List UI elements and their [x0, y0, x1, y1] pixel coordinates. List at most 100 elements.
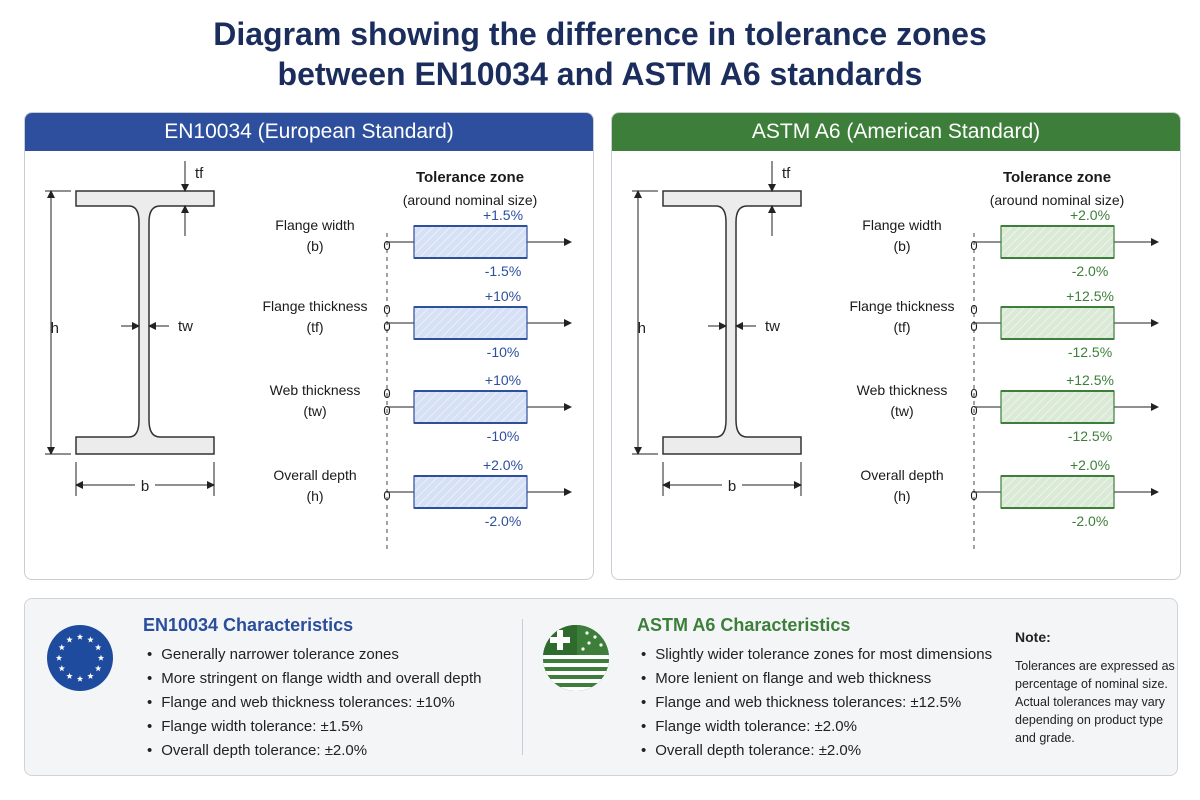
zero-reference-label: 0	[383, 403, 390, 418]
row-label-symbol: (h)	[893, 488, 910, 504]
us-flag-icon	[543, 625, 609, 691]
astm-a6-panel-header: ASTM A6 (American Standard)	[612, 113, 1180, 151]
tolerance-minus-label: -10%	[487, 428, 520, 444]
star-icon	[76, 633, 84, 640]
us-flag-graphic	[543, 625, 609, 691]
row-label-symbol: (tw)	[890, 403, 913, 419]
en10034-panel: EN10034 (European Standard) h b tf tw Tolera…	[24, 112, 594, 580]
page-title-line-1: Diagram showing the difference in tolera…	[213, 16, 987, 52]
star-icon	[76, 675, 84, 682]
tolerance-zone-box	[1000, 306, 1115, 340]
tolerance-minus-label: -12.5%	[1068, 344, 1112, 360]
tolerance-plus-label: +2.0%	[1070, 457, 1110, 473]
star-icon	[58, 665, 66, 672]
tolerance-zone-box	[1000, 390, 1115, 424]
row-label-symbol: (b)	[893, 238, 910, 254]
zero-reference-label: 0	[383, 302, 390, 317]
row-label-symbol: (tf)	[306, 319, 323, 335]
tolerance-plus-label: +1.5%	[483, 207, 523, 223]
tolerance-plus-label: +12.5%	[1066, 372, 1114, 388]
tolerance-zone-box	[413, 390, 528, 424]
tolerance-zone-box	[1000, 225, 1115, 259]
zero-reference-label: 0	[970, 319, 977, 334]
tolerance-minus-label: -2.0%	[1072, 513, 1109, 529]
en10034-diagram: h b tf tw Tolerance zone (around nominal size…	[45, 161, 572, 551]
tolerance-zone-subtitle: (around nominal size)	[990, 192, 1125, 208]
tolerance-minus-label: -1.5%	[485, 263, 522, 279]
tolerance-zone-box	[413, 225, 528, 259]
star-icon	[66, 672, 73, 679]
dimension-tw-label: tw	[178, 318, 193, 335]
tolerance-plus-label: +12.5%	[1066, 288, 1114, 304]
note-title: Note:	[1015, 629, 1051, 645]
star-icon	[94, 665, 102, 672]
row-label: Flange thickness	[262, 298, 367, 314]
row-label-symbol: (h)	[306, 488, 323, 504]
i-beam-profile	[75, 190, 215, 455]
i-beam-profile	[662, 190, 802, 455]
star-icon	[87, 672, 94, 679]
row-label: Web thickness	[270, 382, 361, 398]
zero-reference-label: 0	[970, 403, 977, 418]
dimension-tf-label: tf	[195, 165, 204, 182]
dimension-h-label: h	[51, 320, 59, 337]
astm-a6-characteristics-list: Slightly wider tolerance zones for most …	[637, 643, 992, 763]
astm-a6-characteristics-title: ASTM A6 Characteristics	[637, 615, 851, 635]
dimension-tf-label: tf	[782, 165, 791, 182]
note-text: Tolerances are expressed as percentage o…	[1015, 659, 1175, 745]
zero-reference-label: 0	[970, 386, 977, 401]
dimension-h-label: h	[638, 320, 646, 337]
star-icon	[58, 644, 66, 651]
row-label-symbol: (tw)	[303, 403, 326, 419]
tolerance-plus-label: +2.0%	[1070, 207, 1110, 223]
star-icon	[66, 636, 73, 643]
star-icon	[55, 654, 63, 661]
list-item: Flange width tolerance: ±1.5%	[143, 715, 481, 739]
tolerance-zone-title: Tolerance zone	[416, 169, 524, 186]
row-label: Flange width	[275, 217, 354, 233]
list-item: Flange and web thickness tolerances: ±10…	[143, 691, 481, 715]
row-label-symbol: (b)	[306, 238, 323, 254]
dimension-b-label: b	[141, 478, 149, 495]
tolerance-zone-subtitle: (around nominal size)	[403, 192, 538, 208]
list-item: More stringent on flange width and overa…	[143, 667, 481, 691]
zero-reference-label: 0	[970, 238, 977, 253]
characteristics-box: EN10034 Characteristics Generally narrow…	[24, 598, 1178, 776]
zero-reference-label: 0	[970, 302, 977, 317]
row-label: Flange thickness	[849, 298, 954, 314]
tolerance-zone-box	[413, 475, 528, 509]
zero-reference-label: 0	[383, 488, 390, 503]
tolerance-minus-label: -2.0%	[485, 513, 522, 529]
beam-group: h b tf tw	[632, 161, 802, 496]
tolerance-plus-label: +2.0%	[483, 457, 523, 473]
row-label: Web thickness	[857, 382, 948, 398]
tolerance-minus-label: -10%	[487, 344, 520, 360]
page-title: Diagram showing the difference in tolera…	[0, 14, 1200, 94]
list-item: More lenient on flange and web thickness	[637, 667, 992, 691]
row-label: Overall depth	[860, 467, 943, 483]
astm-a6-diagram: h b tf tw Tolerance zone (around nominal size…	[632, 161, 1159, 551]
tolerance-plus-label: +10%	[485, 372, 521, 388]
tolerance-plus-label: +10%	[485, 288, 521, 304]
star-icon	[97, 654, 105, 661]
row-label: Overall depth	[273, 467, 356, 483]
tolerance-zone-title: Tolerance zone	[1003, 169, 1111, 186]
zero-reference-label: 0	[383, 238, 390, 253]
list-item: Generally narrower tolerance zones	[143, 643, 481, 667]
list-item: Flange width tolerance: ±2.0%	[637, 715, 992, 739]
zero-reference-label: 0	[970, 488, 977, 503]
row-label: Flange width	[862, 217, 941, 233]
en10034-characteristics-list: Generally narrower tolerance zones More …	[143, 643, 481, 763]
row-label-symbol: (tf)	[893, 319, 910, 335]
en10034-panel-header: EN10034 (European Standard)	[25, 113, 593, 151]
dimension-b-label-bg	[135, 476, 155, 494]
zero-reference-label: 0	[383, 386, 390, 401]
eu-stars-icon	[55, 633, 105, 682]
dimension-b-label: b	[728, 478, 736, 495]
tolerance-minus-label: -12.5%	[1068, 428, 1112, 444]
tolerance-zone-box	[1000, 475, 1115, 509]
list-item: Slightly wider tolerance zones for most …	[637, 643, 992, 667]
list-item: Overall depth tolerance: ±2.0%	[143, 739, 481, 763]
en10034-characteristics-title: EN10034 Characteristics	[143, 615, 354, 635]
list-item: Overall depth tolerance: ±2.0%	[637, 739, 992, 763]
